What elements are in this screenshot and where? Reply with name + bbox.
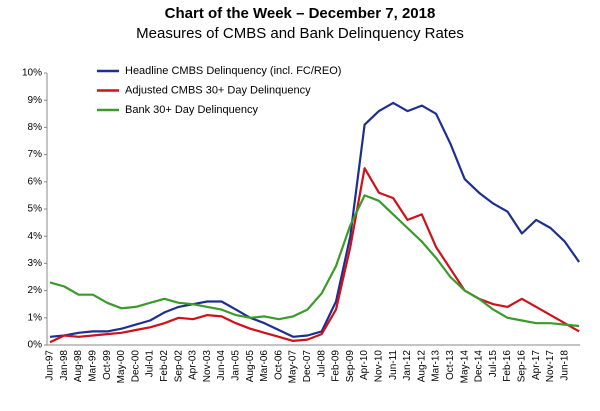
y-tick-label: 6% [28,176,43,187]
x-tick-label: Jan-12 [402,350,413,381]
x-tick-label: Oct-06 [273,350,284,380]
x-tick-label: Sep-02 [173,350,184,383]
x-tick-label: Dec-07 [302,350,313,383]
y-tick-label: 2% [28,285,43,296]
x-tick-label: Nov-10 [374,350,385,383]
x-tick-label: Mar-99 [88,350,99,382]
x-tick-label: Jun-04 [216,350,227,381]
series-line [49,194,580,328]
x-tick-label: Feb-16 [502,350,513,382]
y-tick-label: 9% [28,95,43,106]
x-tick-label: Jun-97 [45,350,56,381]
x-tick-label: Oct-13 [445,350,456,380]
chart-subtitle: Measures of CMBS and Bank Delinquency Ra… [136,25,464,42]
y-tick-label: 3% [28,258,43,269]
y-tick-label: 7% [28,149,43,160]
x-tick-label: Jan-98 [59,350,70,381]
x-tick-label: Aug-12 [416,350,427,383]
y-tick-label: 8% [28,122,43,133]
x-tick-label: Mar-13 [431,350,442,382]
x-tick-label: Dec-00 [130,350,141,383]
x-tick-label: Oct-99 [102,350,113,380]
x-tick-label: Nov-03 [202,350,213,383]
legend-label: Headline CMBS Delinquency (incl. FC/REO) [125,65,341,77]
y-tick-label: 0% [28,340,43,351]
y-tick-label: 1% [28,312,43,323]
x-tick-label: Mar-06 [259,350,270,382]
x-tick-label: Jun-18 [559,350,570,381]
x-tick-label: Sep-09 [345,350,356,383]
x-tick-label: Feb-09 [331,350,342,382]
x-tick-label: Aug-05 [245,350,256,383]
x-tick-label: Jul-01 [145,350,156,378]
x-tick-label: Apr-03 [188,350,199,380]
chart-title: Chart of the Week – December 7, 2018 [165,5,436,22]
y-tick-label: 4% [28,231,43,242]
y-tick-label: 5% [28,204,43,215]
x-tick-label: Dec-14 [474,350,485,383]
series-line [49,167,580,344]
x-tick-label: Jun-11 [388,350,399,380]
x-tick-label: Sep-16 [517,350,528,383]
y-tick-label: 10% [22,68,42,79]
x-tick-label: Jul-15 [488,350,499,378]
x-tick-label: Aug-98 [73,350,84,383]
x-tick-label: Jul-08 [316,350,327,378]
x-tick-label: May-07 [288,350,299,384]
x-tick-label: Feb-02 [159,350,170,382]
legend-label: Adjusted CMBS 30+ Day Delinquency [125,84,311,96]
legend-label: Bank 30+ Day Delinquency [125,104,258,116]
x-tick-label: May-00 [116,350,127,384]
x-tick-label: Jan-05 [231,350,242,381]
series-line [49,101,581,338]
x-tick-label: Apr-17 [531,350,542,380]
x-tick-label: Apr-10 [359,350,370,380]
x-tick-label: May-14 [459,350,470,384]
x-tick-label: Nov-17 [545,350,556,383]
